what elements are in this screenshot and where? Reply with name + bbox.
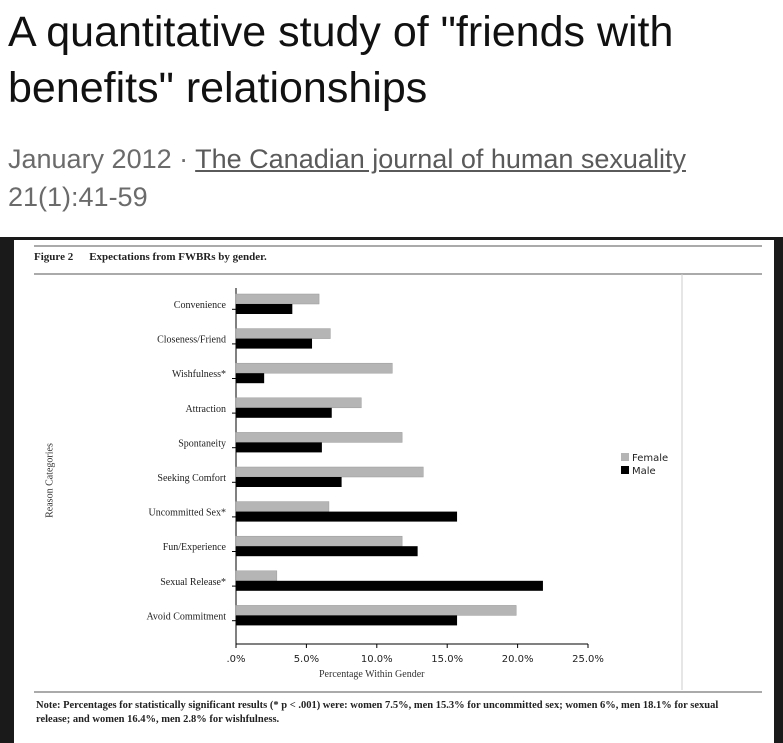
male-bar	[236, 304, 293, 314]
publication-date: January 2012	[8, 144, 172, 174]
female-bar	[235, 397, 362, 409]
male-bar	[236, 442, 322, 453]
female-bar	[235, 501, 330, 512]
figure-caption: Figure 2 Expectations from FWBRs by gende…	[34, 251, 267, 263]
female-bar	[235, 432, 403, 443]
category-label: Uncommitted Sex*	[149, 508, 227, 519]
journal-link[interactable]: The Canadian journal of human sexuality	[195, 144, 686, 174]
male-bar	[236, 407, 332, 418]
female-bar	[235, 570, 278, 582]
category-label: Convenience	[174, 300, 227, 311]
x-tick-label: 15.0%	[431, 654, 463, 665]
category-label: Closeness/Friend	[157, 335, 226, 346]
figure-caption-text: Expectations from FWBRs by gender.	[89, 251, 267, 263]
figure-image: Figure 2 Expectations from FWBRs by gende…	[14, 240, 774, 743]
female-bar	[235, 293, 320, 305]
legend-label-female: Female	[632, 453, 668, 464]
female-bar	[235, 466, 424, 478]
female-bar	[235, 328, 331, 339]
male-bar	[236, 546, 418, 557]
x-tick-label: 5.0%	[294, 654, 319, 665]
male-bar	[236, 373, 265, 384]
male-bar	[236, 511, 458, 522]
legend-swatch-female	[621, 453, 629, 461]
x-tick-label: 20.0%	[502, 654, 534, 665]
article-title: A quantitative study of "friends with be…	[8, 8, 674, 112]
category-label: Attraction	[185, 404, 226, 415]
meta-separator: ·	[171, 144, 196, 174]
category-label: Wishfulness*	[172, 369, 226, 380]
legend-label-male: Male	[632, 466, 656, 477]
article-meta: January 2012 · The Canadian journal of h…	[8, 140, 778, 216]
legend-swatch-male	[621, 466, 629, 474]
figure-number: Figure 2	[34, 251, 74, 263]
x-tick-label: 25.0%	[572, 654, 604, 665]
bar-chart: Convenience Closeness/Friend Wishfulness* A…	[34, 245, 762, 693]
x-tick-label: .0%	[226, 654, 245, 665]
category-label: Sexual Release*	[160, 577, 226, 588]
figure-note: Note: Percentages for statistically sign…	[36, 700, 719, 725]
female-bar	[235, 605, 517, 616]
issue-pages: 21(1):41-59	[8, 182, 148, 212]
y-axis-title: Reason Categories	[44, 443, 56, 518]
x-tick-label: 10.0%	[361, 654, 393, 665]
category-label: Avoid Commitment	[146, 611, 226, 622]
male-bar	[236, 338, 313, 349]
male-bar	[236, 580, 543, 591]
female-bar	[235, 362, 393, 374]
male-bar	[236, 477, 342, 487]
category-label: Spontaneity	[178, 438, 226, 449]
male-bar	[236, 615, 458, 626]
female-bar	[235, 535, 403, 547]
category-label: Fun/Experience	[163, 542, 227, 553]
category-label: Seeking Comfort	[157, 473, 226, 484]
x-axis-title: Percentage Within Gender	[319, 669, 425, 680]
